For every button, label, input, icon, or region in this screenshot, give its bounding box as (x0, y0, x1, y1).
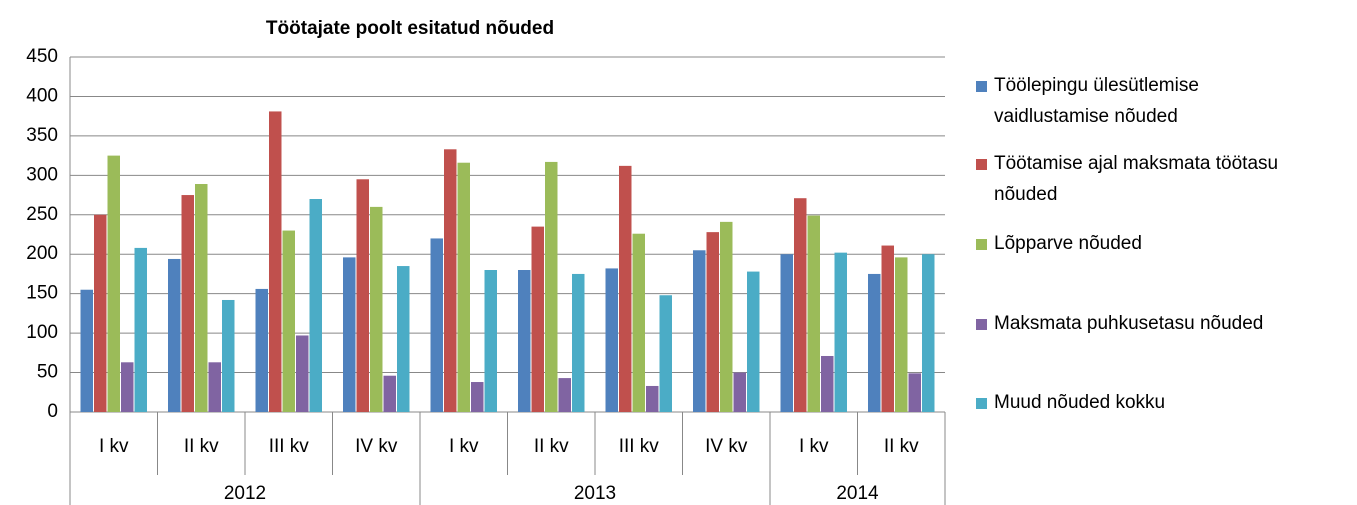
bar (195, 184, 208, 412)
legend-item: Töölepingu ülesütlemise vaidlustamise nõ… (976, 70, 1254, 132)
x-tick-label: I kv (799, 436, 829, 457)
y-tick-label: 350 (26, 125, 58, 146)
bar (619, 165, 632, 412)
bar (693, 250, 706, 412)
bar (646, 385, 659, 412)
bar (94, 214, 107, 412)
bar (733, 372, 746, 412)
bar (457, 162, 470, 412)
legend-swatch (976, 319, 987, 330)
bar (222, 299, 235, 412)
bar (868, 273, 881, 412)
bar (309, 199, 322, 412)
legend-item: Töötamise ajal maksmata töötasu nõuded (976, 148, 1294, 210)
bar (834, 252, 847, 412)
bar (107, 155, 120, 412)
bar (430, 238, 443, 412)
legend-item: Muud nõuded kokku (976, 387, 1334, 418)
bar (706, 232, 719, 412)
bar (168, 258, 181, 412)
legend-item: Lõpparve nõuded (976, 228, 1334, 259)
x-tick-label: I kv (99, 436, 129, 457)
bar (296, 335, 309, 412)
bar (922, 254, 935, 412)
group-label: 2013 (574, 483, 616, 504)
bar (356, 179, 369, 412)
legend-swatch (976, 81, 987, 92)
bar (605, 268, 618, 412)
legend-label: Lõpparve nõuded (994, 233, 1142, 254)
bar (780, 254, 793, 412)
bar (572, 273, 585, 412)
bar (908, 373, 921, 412)
bar (208, 362, 221, 412)
x-tick-label: I kv (449, 436, 479, 457)
bar (383, 375, 396, 412)
legend-swatch (976, 159, 987, 170)
group-label: 2012 (224, 483, 266, 504)
bar (121, 362, 134, 412)
legend-label: Töölepingu ülesütlemise vaidlustamise nõ… (994, 75, 1199, 127)
x-tick-label: IV kv (355, 436, 398, 457)
y-tick-label: 50 (37, 362, 58, 383)
bar (747, 271, 760, 412)
legend-label: Muud nõuded kokku (994, 392, 1166, 413)
y-tick-label: 250 (26, 204, 58, 225)
y-tick-label: 400 (26, 85, 58, 106)
bar (720, 221, 733, 412)
bar (518, 270, 531, 412)
bar (881, 245, 894, 412)
bar (181, 195, 194, 412)
legend-swatch (976, 398, 987, 409)
bar (282, 230, 295, 412)
bar (558, 378, 571, 412)
bar (444, 149, 457, 413)
bar (370, 206, 383, 412)
y-tick-label: 0 (47, 401, 58, 422)
bar (343, 257, 356, 412)
bar (484, 270, 497, 412)
bar (807, 215, 820, 412)
bar (659, 295, 672, 412)
bar (80, 289, 93, 412)
bar (895, 257, 908, 412)
group-label: 2014 (836, 483, 879, 504)
bar (269, 111, 282, 412)
bar (471, 382, 484, 412)
y-tick-label: 300 (26, 164, 58, 185)
x-tick-label: III kv (619, 436, 660, 457)
legend-label: Töötamise ajal maksmata töötasu nõuded (994, 153, 1279, 205)
bar (397, 266, 410, 412)
bar (794, 198, 807, 412)
legend-label: Maksmata puhkusetasu nõuded (994, 313, 1264, 334)
bar (255, 288, 268, 412)
chart-title: Töötajate poolt esitatud nõuded (266, 18, 554, 39)
y-tick-label: 150 (26, 283, 58, 304)
bar (545, 161, 558, 412)
legend-swatch (976, 239, 987, 250)
y-tick-label: 450 (26, 46, 58, 67)
x-tick-label: II kv (534, 436, 569, 457)
y-tick-label: 200 (26, 243, 58, 264)
bar (134, 247, 147, 412)
bar (531, 226, 544, 412)
bar (821, 355, 834, 412)
x-tick-label: III kv (269, 436, 310, 457)
x-tick-label: IV kv (705, 436, 748, 457)
x-tick-label: II kv (884, 436, 919, 457)
legend-item: Maksmata puhkusetasu nõuded (976, 308, 1334, 339)
y-tick-label: 100 (26, 322, 58, 343)
x-tick-label: II kv (184, 436, 219, 457)
bar (632, 233, 645, 412)
